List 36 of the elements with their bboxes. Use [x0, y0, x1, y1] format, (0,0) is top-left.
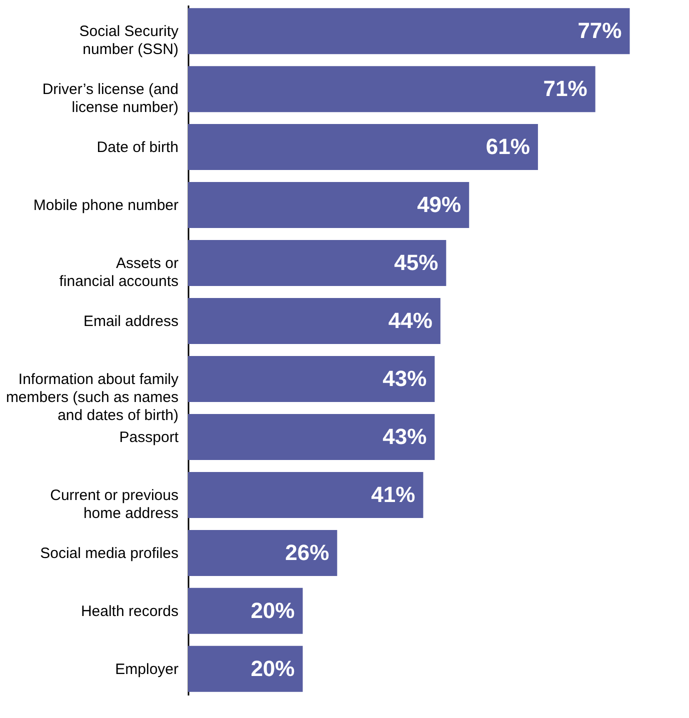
- data-label: 45%: [394, 250, 438, 276]
- data-label: 44%: [388, 308, 432, 334]
- data-label: 20%: [250, 656, 295, 681]
- y-tick-label: Driver’s license (and license number): [42, 81, 178, 116]
- data-label: 43%: [382, 424, 427, 449]
- data-label: 43%: [382, 366, 427, 391]
- y-tick-label: Employer: [115, 660, 178, 678]
- y-tick-label: Mobile phone number: [33, 197, 179, 214]
- data-label: 20%: [250, 598, 295, 623]
- y-tick-label: Current or previous home address: [50, 486, 178, 522]
- bar: [188, 182, 470, 228]
- bar: [188, 472, 424, 518]
- data-label: 41%: [371, 482, 416, 507]
- bar: [188, 8, 630, 54]
- bar: [188, 356, 435, 402]
- data-label: 77%: [578, 18, 622, 44]
- y-tick-label: Date of birth: [96, 139, 178, 156]
- data-label: 61%: [486, 134, 530, 160]
- y-tick-label: Health records: [80, 602, 178, 620]
- bar: [188, 588, 303, 634]
- y-tick-label: Passport: [119, 428, 180, 446]
- bar: [188, 414, 435, 460]
- bar: [188, 530, 338, 576]
- bar: [188, 124, 538, 170]
- y-tick-label: Social media profiles: [40, 544, 178, 562]
- y-tick-label: Information about family members (such as names and dates of birth): [6, 370, 179, 424]
- data-label: 71%: [543, 76, 588, 102]
- bar: [188, 298, 440, 344]
- y-tick-label: Social Security number (SSN): [79, 23, 179, 58]
- y-tick-label: Assets or financial accounts: [59, 255, 178, 290]
- y-tick-label: Email address: [83, 313, 178, 330]
- bar: [188, 646, 303, 692]
- data-label: 49%: [417, 192, 462, 218]
- data-label: 26%: [285, 540, 330, 565]
- bar: [188, 240, 446, 286]
- bar: [188, 66, 596, 112]
